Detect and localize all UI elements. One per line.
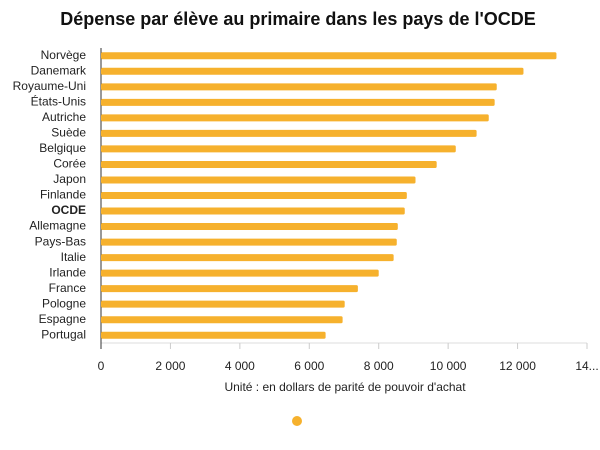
bar (101, 223, 398, 231)
y-tick-label: OCDE (51, 203, 86, 217)
x-tick-label: 6 000 (294, 359, 324, 373)
bar (101, 114, 489, 122)
y-tick-label: Portugal (41, 327, 86, 341)
y-tick-label: Corée (53, 157, 86, 171)
bar (101, 98, 495, 106)
bar (101, 207, 405, 215)
bar (101, 192, 407, 199)
x-tick-label: 14... (575, 359, 598, 373)
x-tick-label: 8 000 (364, 359, 394, 373)
bar (101, 300, 345, 308)
bar (101, 269, 379, 277)
bar (101, 238, 397, 246)
y-tick-label: Suède (51, 126, 86, 140)
bar (101, 83, 497, 91)
y-tick-label: Belgique (39, 141, 86, 155)
bar (101, 331, 326, 339)
y-tick-label: Autriche (42, 110, 86, 124)
bar (101, 52, 557, 60)
x-tick-label: 4 000 (225, 359, 255, 373)
bar (101, 176, 416, 184)
y-tick-label: Norvège (41, 48, 87, 62)
bar (101, 316, 343, 324)
y-tick-label: Espagne (39, 312, 87, 326)
y-tick-label: Danemark (31, 63, 87, 77)
y-tick-label: Pologne (42, 296, 86, 310)
x-tick-label: 10 000 (430, 359, 467, 373)
bar (101, 254, 394, 262)
y-tick-label: Japon (53, 172, 86, 186)
y-tick-label: Royaume-Uni (13, 79, 86, 93)
x-tick-label: 2 000 (155, 359, 185, 373)
y-tick-label: Pays-Bas (35, 234, 86, 248)
bar (101, 67, 524, 75)
bar (101, 129, 477, 137)
y-tick-label: Finlande (40, 188, 86, 202)
x-tick-label: 0 (98, 359, 105, 373)
x-axis-label: Unité : en dollars de parité de pouvoir … (224, 380, 466, 394)
y-tick-label: Irlande (49, 265, 86, 279)
y-tick-label: États-Unis (31, 94, 86, 109)
y-tick-label: Allemagne (29, 219, 86, 233)
bar (101, 160, 437, 168)
legend-marker (292, 416, 302, 426)
x-tick-label: 12 000 (499, 359, 536, 373)
bar (101, 145, 456, 153)
bar (101, 285, 358, 293)
y-tick-label: France (49, 281, 87, 295)
chart-title: Dépense par élève au primaire dans les p… (60, 9, 536, 29)
y-tick-label: Italie (61, 250, 87, 264)
